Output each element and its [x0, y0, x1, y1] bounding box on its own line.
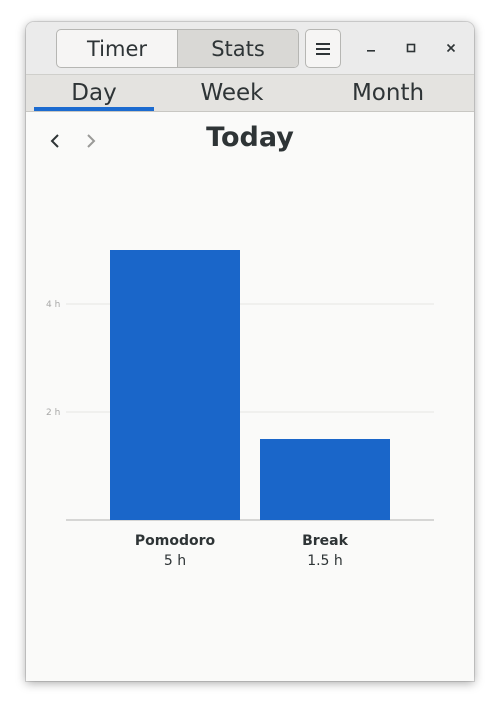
page-title: Today: [206, 122, 294, 153]
app-window: Timer Stats Day Week: [26, 22, 474, 681]
main-menu-button[interactable]: [305, 29, 341, 68]
minimize-icon: [367, 50, 375, 52]
view-switcher: Timer Stats: [56, 29, 299, 68]
y-tick-label-0: 2 h: [46, 408, 60, 418]
close-button[interactable]: [439, 36, 463, 60]
previous-day-button[interactable]: [46, 130, 66, 152]
tab-month[interactable]: Month: [351, 80, 425, 106]
maximize-button[interactable]: [399, 36, 423, 60]
maximize-icon: [406, 43, 416, 53]
period-tab-bar: Day Week Month: [26, 75, 474, 112]
next-day-button[interactable]: [80, 130, 100, 152]
category-label-1: Break: [302, 533, 349, 549]
stats-view-button[interactable]: Stats: [177, 30, 298, 67]
y-tick-label-1: 4 h: [46, 300, 60, 310]
bar-break: [260, 439, 390, 520]
active-tab-indicator: [34, 107, 154, 111]
value-label-1: 1.5 h: [307, 553, 343, 569]
tab-week[interactable]: Week: [200, 80, 264, 106]
header-bar: Timer Stats: [26, 22, 474, 75]
value-label-0: 5 h: [164, 553, 186, 569]
timer-view-button[interactable]: Timer: [86, 36, 148, 61]
close-icon: [446, 43, 456, 53]
stats-bar-chart: 2 h 4 h Pomodoro 5 h Break 1.5 h: [46, 250, 434, 569]
bar-pomodoro: [110, 250, 240, 520]
chevron-left-icon: [50, 134, 59, 148]
minimize-button[interactable]: [359, 36, 383, 60]
chevron-right-icon: [87, 134, 96, 148]
category-label-0: Pomodoro: [135, 533, 216, 549]
hamburger-menu-icon: [316, 42, 330, 55]
tab-day[interactable]: Day: [71, 80, 117, 106]
